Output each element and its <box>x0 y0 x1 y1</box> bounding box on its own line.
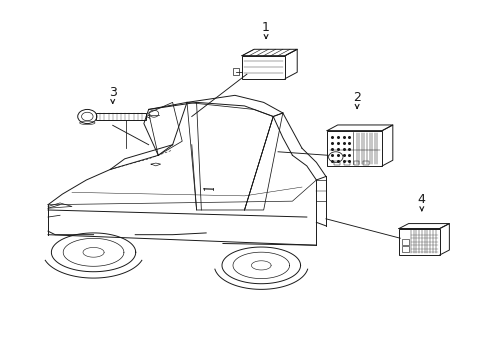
Bar <box>334 161 340 165</box>
Bar <box>326 131 382 166</box>
Bar <box>401 239 408 244</box>
Text: 1: 1 <box>262 21 269 33</box>
Text: 4: 4 <box>417 193 425 207</box>
Bar <box>242 56 285 78</box>
Text: 2: 2 <box>352 91 360 104</box>
Text: 3: 3 <box>108 86 117 99</box>
Bar <box>401 246 408 252</box>
Bar <box>363 161 368 165</box>
Bar <box>398 229 439 255</box>
Bar <box>343 161 349 165</box>
Bar <box>233 68 239 75</box>
Bar <box>96 113 146 120</box>
Bar <box>353 161 359 165</box>
